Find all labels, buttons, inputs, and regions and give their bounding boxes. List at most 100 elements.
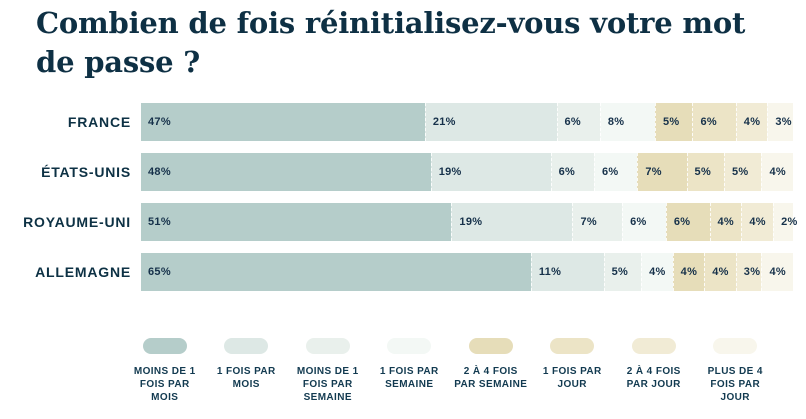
bar-segment: 5% [654, 103, 693, 141]
legend-item: 1 FOIS PAR SEMAINE [369, 338, 451, 404]
bar-segment: 6% [665, 203, 710, 241]
legend-label: 2 À 4 FOIS PAR SEMAINE [454, 366, 528, 390]
category-label: ALLEMAGNE [35, 264, 131, 280]
bar-segment: 5% [686, 153, 724, 191]
segment-value-label: 6% [673, 216, 691, 228]
bar-segment: 5% [724, 153, 762, 191]
legend-swatch [713, 338, 758, 354]
category-label: ROYAUME-UNI [23, 214, 131, 230]
segment-value-label: 3% [743, 266, 761, 278]
bar-segment: 48% [141, 153, 431, 191]
segment-value-label: 4% [717, 216, 735, 228]
segment-value-label: 6% [558, 166, 576, 178]
bar-segment: 4% [761, 253, 794, 291]
segment-value-label: 51% [148, 216, 171, 228]
bar-row: ÉTATS-UNIS 48% 19% 6% 6% 7% 5% 5% 4% [0, 153, 806, 191]
bar-segment: 4% [761, 153, 794, 191]
legend-swatch [631, 338, 676, 354]
legend-label: 1 FOIS PAR SEMAINE [379, 366, 439, 390]
segment-value-label: 5% [732, 166, 749, 178]
segment-value-label: 6% [564, 116, 582, 128]
segment-value-label: 6% [630, 216, 647, 228]
segment-value-label: 6% [700, 116, 717, 128]
segment-value-label: 48% [148, 166, 171, 178]
chart-legend: MOINS DE 1 FOIS PAR MOIS 1 FOIS PAR MOIS M… [124, 338, 776, 404]
segment-value-label: 47% [148, 116, 171, 128]
chart-title-line1: Combien de fois réinitialisez-vous votre… [36, 6, 746, 40]
bar-segment: 4% [735, 103, 768, 141]
segment-value-label: 4% [712, 266, 729, 278]
segment-value-label: 3% [775, 116, 792, 128]
legend-item: 1 FOIS PAR MOIS [206, 338, 288, 404]
legend-item: MOINS DE 1 FOIS PAR MOIS [124, 338, 206, 404]
stacked-bar: 48% 19% 6% 6% 7% 5% 5% 4% [141, 153, 794, 191]
bar-segment: 5% [603, 253, 642, 291]
legend-swatch [305, 338, 350, 354]
bar-segment: 7% [572, 203, 623, 241]
segment-value-label: 4% [769, 266, 786, 278]
segment-value-label: 5% [611, 266, 629, 278]
segment-value-label: 4% [649, 266, 666, 278]
bar-segment: 47% [141, 103, 425, 141]
bar-segment: 4% [704, 253, 736, 291]
legend-item: 2 À 4 FOIS PAR SEMAINE [450, 338, 532, 404]
legend-label: 2 À 4 FOIS PAR JOUR [626, 366, 681, 390]
bar-segment: 21% [424, 103, 557, 141]
stacked-bar: 51% 19% 7% 6% 6% 4% 4% 2% [141, 203, 797, 241]
bar-segment: 4% [741, 203, 774, 241]
legend-label: PLUS DE 4 FOIS PAR JOUR [707, 366, 763, 403]
category-label: FRANCE [67, 114, 131, 130]
chart-title-line2: de passe ? [36, 45, 201, 79]
legend-label: MOINS DE 1 FOIS PAR MOIS [133, 366, 196, 403]
legend-label: MOINS DE 1 FOIS PAR SEMAINE [296, 366, 359, 403]
segment-value-label: 4% [743, 116, 761, 128]
segment-value-label: 4% [680, 266, 698, 278]
bar-segment: 3% [735, 253, 762, 291]
legend-label: 1 FOIS PAR JOUR [542, 366, 602, 390]
bar-segment: 4% [672, 253, 705, 291]
bar-row: FRANCE 47% 21% 6% 8% 5% 6% 4% 3% [0, 103, 806, 141]
segment-value-label: 2% [781, 216, 798, 228]
bar-segment: 6% [622, 203, 666, 241]
bar-segment: 51% [141, 203, 452, 241]
stacked-bar: 47% 21% 6% 8% 5% 6% 4% 3% [141, 103, 794, 141]
segment-value-label: 7% [645, 166, 662, 178]
legend-swatch [550, 338, 595, 354]
category-label: ÉTATS-UNIS [41, 164, 131, 180]
segment-value-label: 65% [148, 266, 171, 278]
bar-row: ROYAUME-UNI 51% 19% 7% 6% 6% 4% 4% 2% [0, 203, 806, 241]
stacked-bar: 65% 11% 5% 4% 4% 4% 3% 4% [141, 253, 794, 291]
segment-value-label: 8% [607, 116, 625, 128]
bar-segment: 11% [530, 253, 604, 291]
legend-swatch [224, 338, 269, 354]
bar-segment: 6% [593, 153, 638, 191]
legend-label: 1 FOIS PAR MOIS [216, 366, 276, 390]
segment-value-label: 6% [601, 166, 619, 178]
bar-segment: 6% [692, 103, 736, 141]
legend-swatch [468, 338, 513, 354]
legend-item: 2 À 4 FOIS PAR JOUR [613, 338, 695, 404]
bar-segment: 4% [641, 253, 673, 291]
segment-value-label: 4% [769, 166, 786, 178]
legend-item: MOINS DE 1 FOIS PAR SEMAINE [287, 338, 369, 404]
bar-segment: 3% [767, 103, 794, 141]
segment-value-label: 5% [662, 116, 680, 128]
segment-value-label: 19% [459, 216, 483, 228]
bar-segment: 8% [599, 103, 655, 141]
bar-row: ALLEMAGNE 65% 11% 5% 4% 4% 4% 3% 4% [0, 253, 806, 291]
bar-segment: 4% [709, 203, 742, 241]
legend-item: PLUS DE 4 FOIS PAR JOUR [695, 338, 777, 404]
bar-segment: 19% [451, 203, 573, 241]
chart-title: Combien de fois réinitialisez-vous votre… [36, 4, 798, 82]
legend-item: 1 FOIS PAR JOUR [532, 338, 614, 404]
legend-swatch [142, 338, 187, 354]
bar-segment: 2% [773, 203, 797, 241]
segment-value-label: 4% [749, 216, 766, 228]
segment-value-label: 7% [580, 216, 597, 228]
bar-segment: 6% [556, 103, 600, 141]
segment-value-label: 21% [432, 116, 456, 128]
legend-swatch [387, 338, 432, 354]
bar-segment: 65% [141, 253, 531, 291]
stacked-bar-chart: FRANCE 47% 21% 6% 8% 5% 6% 4% 3% ÉTATS-UNIS 48% 19%… [0, 103, 806, 303]
